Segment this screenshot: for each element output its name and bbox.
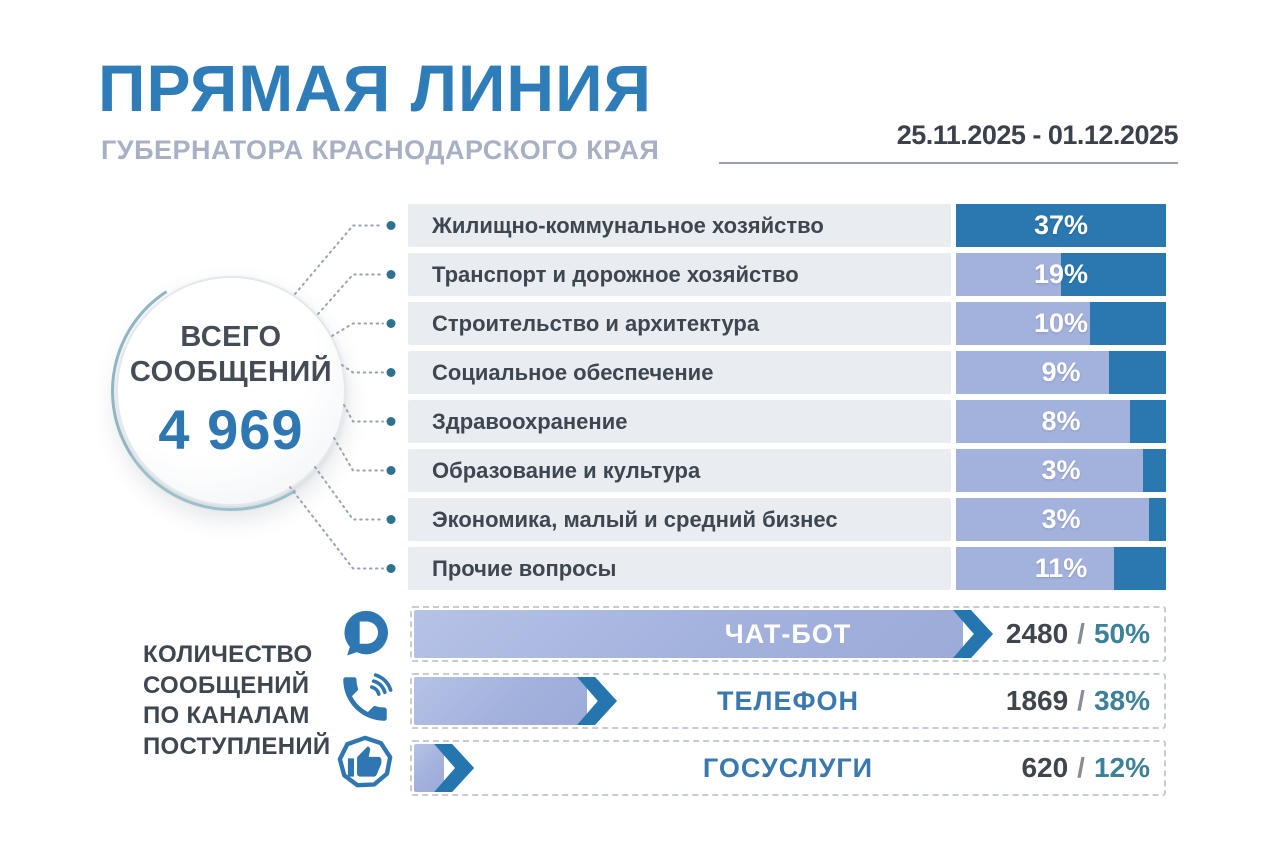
topic-row: Здравоохранение 8% [408,400,1166,443]
topic-bar-fill [1149,498,1166,541]
channel-bar-fill [414,610,964,658]
channel-label: ТЕЛЕФОН [717,685,859,716]
topic-label: Транспорт и дорожное хозяйство [408,253,951,296]
topic-percent-label: 10% [1033,308,1089,338]
topic-percent-label: 9% [1041,357,1081,387]
topic-bar-fill [1113,547,1166,590]
topic-label: Экономика, малый и средний бизнес [408,498,951,541]
channel-label: ГОСУСЛУГИ [702,752,874,783]
topic-bar: 9% [956,351,1166,394]
topic-bar-fill [1061,253,1166,296]
date-range: 25.11.2025 - 01.12.2025 [896,120,1179,150]
channel-bar-fill [414,677,588,725]
channel-percent: 50% [1093,618,1150,649]
topic-label: Образование и культура [408,449,951,492]
topic-bar: 3% [956,498,1166,541]
topic-percent-label: 37% [1033,210,1089,240]
channel-count: 620 [1021,752,1069,783]
total-messages-badge: ВСЕГО СООБЩЕНИЙ 4 969 [116,276,346,506]
topic-row: Социальное обеспечение 9% [408,351,1166,394]
channel-bar-fill [414,744,445,792]
channel-value-separator: / [1077,752,1085,783]
connector-dot [386,319,396,328]
topic-row: Жилищно-коммунальное хозяйство 37% [408,204,1166,247]
topic-bar-fill [1142,449,1166,492]
channels-bar-chart: ЧАТ-БОТ 2480 / 50% ТЕЛЕФОН 1869 / 38% ГОСУСЛУГИ 6… [410,606,1166,807]
connector-dot [386,270,396,279]
channels-caption-line3: ПО КАНАЛАМ [143,702,310,730]
channel-percent: 38% [1093,685,1150,716]
topic-label: Строительство и архитектура [408,302,951,345]
channel-count: 1869 [1005,685,1069,716]
topic-bar: 3% [956,449,1166,492]
channels-caption-line2: СООБЩЕНИЙ [143,671,310,699]
channel-percent: 12% [1093,752,1150,783]
connector-line [289,486,384,570]
topics-bar-chart: Жилищно-коммунальное хозяйство 37% Транспо… [408,204,1166,590]
connector-dot [386,221,396,230]
channels-caption-line4: ПОСТУПЛЕНИЙ [143,733,331,761]
header-divider [719,162,1178,164]
channel-value-separator: / [1077,685,1085,716]
channel-row: ГОСУСЛУГИ 620 / 12% [410,740,1166,796]
connector-dot [386,515,396,524]
chat-bot-icon [344,610,388,656]
connector-dot [386,466,396,475]
channel-value: 1869 / 38% [1006,675,1150,727]
topic-percent-label: 3% [1041,504,1081,534]
connector-dot [386,417,396,426]
connector-line [317,273,384,315]
connector-line [333,437,384,472]
topic-row: Транспорт и дорожное хозяйство 19% [408,253,1166,296]
topic-row: Строительство и архитектура 10% [408,302,1166,345]
channel-row: ЧАТ-БОТ 2480 / 50% [410,606,1166,662]
topic-bar: 37% [956,204,1166,247]
connector-line [331,322,384,337]
topic-bar: 8% [956,400,1166,443]
channel-label: ЧАТ-БОТ [724,618,852,649]
page-title: ПРЯМАЯ ЛИНИЯ [98,51,652,125]
connector-lines [289,221,396,573]
channel-count: 2480 [1005,618,1069,649]
channel-value: 620 / 12% [1021,742,1150,794]
channel-value: 2480 / 50% [1006,608,1150,660]
topic-bar: 19% [956,253,1166,296]
topic-label: Прочие вопросы [408,547,951,590]
connector-line [341,364,384,374]
topic-bar-fill [1109,351,1166,394]
connector-line [343,404,384,423]
topic-bar: 11% [956,547,1166,590]
phone-icon [343,673,393,721]
channel-value-separator: / [1077,618,1085,649]
connector-line [314,466,384,521]
topic-row: Экономика, малый и средний бизнес 3% [408,498,1166,541]
topic-percent-label: 19% [1033,259,1089,289]
channels-caption: КОЛИЧЕСТВО СООБЩЕНИЙ ПО КАНАЛАМ ПОСТУПЛЕ… [143,640,330,763]
page-subtitle: ГУБЕРНАТОРА КРАСНОДАРСКОГО КРАЯ [101,135,660,165]
topic-row: Образование и культура 3% [408,449,1166,492]
topic-percent-label: 8% [1041,406,1081,436]
topic-row: Прочие вопросы 11% [408,547,1166,590]
topic-percent-label: 3% [1041,455,1081,485]
topic-label: Жилищно-коммунальное хозяйство [408,204,951,247]
topic-bar-fill [1090,302,1166,345]
topic-bar: 10% [956,302,1166,345]
topic-label: Социальное обеспечение [408,351,951,394]
topic-bar-fill [1130,400,1166,443]
topic-percent-label: 11% [1034,553,1088,583]
topic-label: Здравоохранение [408,400,951,443]
connector-dot [386,368,396,377]
channels-caption-line1: КОЛИЧЕСТВО [143,641,313,668]
gosuslugi-icon [337,735,393,788]
topic-bar-fill [956,204,1166,247]
channel-row: ТЕЛЕФОН 1869 / 38% [410,673,1166,729]
connector-line [294,224,384,295]
connector-dot [386,564,396,573]
